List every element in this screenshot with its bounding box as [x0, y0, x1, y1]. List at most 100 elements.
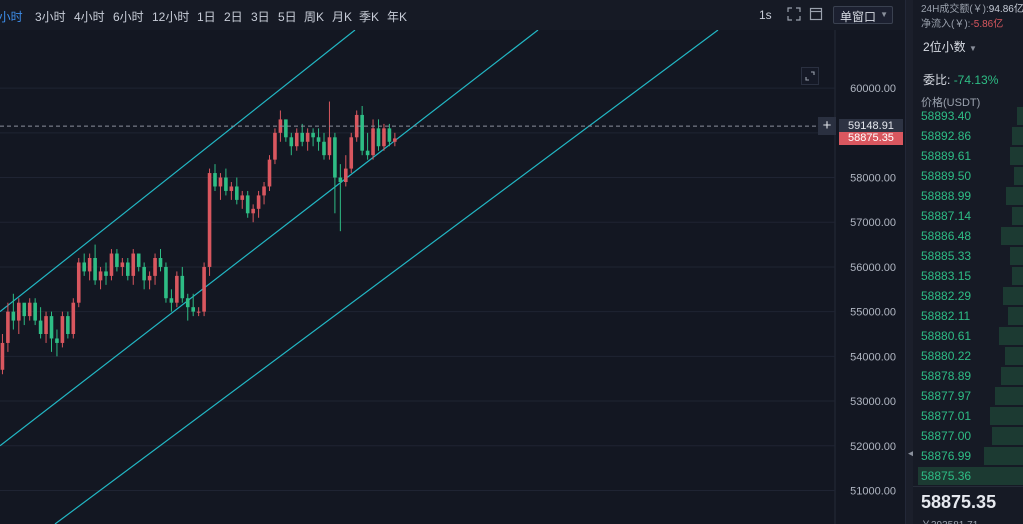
timeframe-tab[interactable]: 1日	[197, 10, 216, 24]
timeframe-tab[interactable]: 4小时	[74, 10, 105, 24]
bid-depth-bar	[992, 427, 1023, 445]
timeframe-tab[interactable]: 5日	[278, 10, 297, 24]
bid-row[interactable]: 58877.00	[913, 426, 1023, 446]
fullscreen-icon[interactable]	[786, 6, 802, 22]
bid-row[interactable]: 58880.61	[913, 326, 1023, 346]
candle-body	[338, 177, 343, 182]
bid-row[interactable]: 58892.86	[913, 126, 1023, 146]
candle-body	[240, 195, 245, 200]
candle-body	[213, 173, 217, 187]
candle-body	[22, 302, 27, 317]
bid-depth-bar	[1012, 127, 1023, 145]
bid-row[interactable]: 58876.99	[913, 446, 1023, 466]
candle-body	[333, 137, 337, 178]
candle-body	[55, 338, 59, 343]
bid-price: 58880.61	[921, 329, 972, 343]
seconds-button[interactable]: 1s	[759, 8, 772, 22]
bid-row[interactable]: 58887.14	[913, 206, 1023, 226]
timeframe-tab[interactable]: 周K	[304, 10, 325, 24]
y-tick-label: 57000.00	[850, 217, 896, 229]
y-tick-label: 52000.00	[850, 441, 896, 453]
bid-row[interactable]: 58882.11	[913, 306, 1023, 326]
candle-body	[104, 271, 108, 276]
bid-row[interactable]: 58889.61	[913, 146, 1023, 166]
timeframe-tab[interactable]: 季K	[359, 10, 380, 24]
bid-price: 58889.61	[921, 149, 972, 163]
timeframe-tab[interactable]: 6小时	[113, 10, 144, 24]
candle-body	[305, 132, 310, 142]
bid-row[interactable]: 58886.48	[913, 226, 1023, 246]
bid-depth-bar	[995, 387, 1023, 405]
bid-row[interactable]: 58888.99	[913, 186, 1023, 206]
crosshair-add-button[interactable]: +	[818, 117, 836, 136]
candlestick-chart[interactable]: 60000.0059000.0058000.0057000.0056000.00…	[0, 30, 905, 524]
candle-body	[175, 275, 179, 303]
bid-depth-bar	[1001, 227, 1023, 245]
candle-body	[6, 311, 10, 343]
bid-row[interactable]: 58875.36	[913, 466, 1023, 486]
bid-depth-bar	[1014, 167, 1023, 185]
candle-body	[349, 137, 354, 169]
bid-depth-bar	[984, 447, 1023, 465]
timeframe-tab[interactable]: 12小时	[152, 10, 190, 24]
decimals-label: 2位小数	[923, 40, 966, 54]
bid-depth-bar	[1006, 187, 1023, 205]
bid-depth-bar	[1008, 307, 1023, 325]
bid-price: 58889.50	[921, 169, 972, 183]
bid-depth-bar	[918, 467, 1023, 485]
candle-body	[71, 302, 76, 334]
timeframe-tab[interactable]: 2日	[224, 10, 243, 24]
bid-row[interactable]: 58889.50	[913, 166, 1023, 186]
candle-body	[387, 128, 392, 142]
bid-row[interactable]: 58885.33	[913, 246, 1023, 266]
candle-body	[33, 302, 37, 321]
bid-row[interactable]: 58877.01	[913, 406, 1023, 426]
timeframe-tab[interactable]: 3日	[251, 10, 270, 24]
bid-depth-bar	[999, 327, 1023, 345]
candle-body	[49, 316, 54, 339]
y-tick-label: 54000.00	[850, 351, 896, 363]
candle-body	[0, 342, 5, 370]
bid-price: 58887.14	[921, 209, 972, 223]
candle-body	[218, 177, 223, 187]
timeframe-tab[interactable]: 月K	[332, 10, 353, 24]
crosshair-price-label: 59148.91	[839, 119, 903, 134]
net-inflow: 净流入(￥):-5.86亿	[921, 15, 1003, 30]
timeframe-tab[interactable]: 3小时	[35, 10, 66, 24]
window-mode-select[interactable]: 单窗口 ▼	[833, 6, 893, 24]
volume-24h: 24H成交额(￥):94.86亿	[921, 0, 1023, 15]
chevron-down-icon: ▼	[880, 10, 888, 19]
bid-row[interactable]: 58878.89	[913, 366, 1023, 386]
candle-body	[142, 266, 146, 281]
candle-body	[235, 186, 239, 200]
decimals-select[interactable]: 2位小数 ▼	[923, 38, 977, 55]
candle-body	[316, 137, 321, 142]
panel-splitter[interactable]: ◀	[905, 0, 915, 524]
bid-row[interactable]: 58877.97	[913, 386, 1023, 406]
bid-row[interactable]: 58883.15	[913, 266, 1023, 286]
chevron-down-icon: ▼	[969, 44, 977, 53]
bid-row[interactable]: 58880.22	[913, 346, 1023, 366]
divider	[913, 486, 1023, 487]
collapse-arrow-icon[interactable]: ◀	[908, 448, 915, 458]
timeframe-tab[interactable]: 2小时	[0, 10, 23, 24]
bid-price: 58878.89	[921, 369, 972, 383]
expand-icon[interactable]	[801, 67, 819, 85]
candle-body	[136, 253, 141, 267]
volume-value: 94.86亿	[988, 4, 1023, 15]
bid-row[interactable]: 58893.40	[913, 106, 1023, 126]
candle-body	[158, 258, 163, 267]
candle-body	[393, 138, 397, 142]
timeframe-tab[interactable]: 年K	[387, 10, 408, 24]
candle-body	[169, 298, 174, 303]
bid-depth-bar	[1012, 207, 1023, 225]
y-tick-label: 51000.00	[850, 485, 896, 497]
screenshot-icon[interactable]	[808, 6, 824, 22]
candle-body	[87, 258, 92, 272]
bid-row[interactable]: 58882.29	[913, 286, 1023, 306]
candle-body	[115, 253, 119, 267]
bid-price: 58875.36	[921, 469, 972, 483]
bid-depth-bar	[1017, 107, 1023, 125]
last-price-cny: ￥393581.71	[921, 516, 978, 524]
